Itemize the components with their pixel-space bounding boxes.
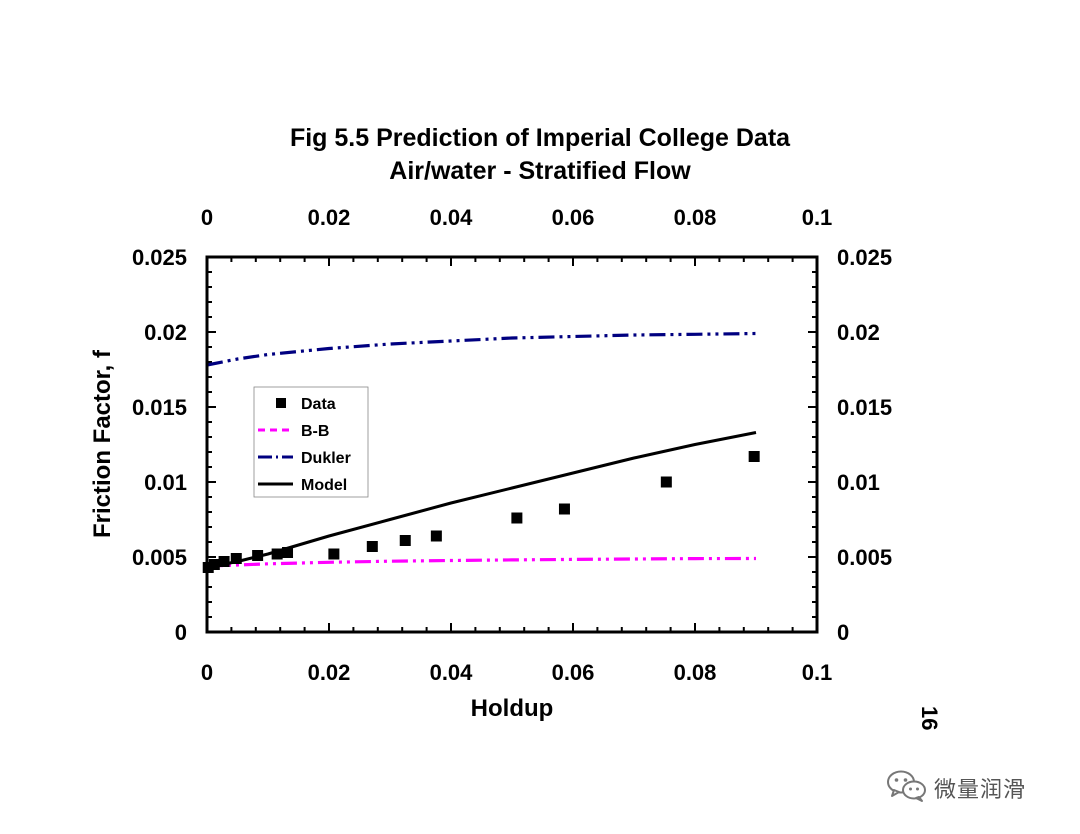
y-right-tick-label: 0.02 <box>837 320 880 345</box>
x-tick-label: 0.1 <box>802 660 833 685</box>
y-right-tick-label: 0.025 <box>837 245 892 270</box>
y-right-tick-label: 0.015 <box>837 395 892 420</box>
data-point <box>430 530 442 542</box>
x-top-tick-label: 0.08 <box>674 205 717 230</box>
legend-label-data: Data <box>301 396 336 413</box>
chart-title: Fig 5.5 Prediction of Imperial College D… <box>290 124 791 152</box>
data-point <box>328 548 340 560</box>
y-right-tick-label: 0 <box>837 620 849 645</box>
legend-label-b-b: B-B <box>301 423 329 440</box>
y-tick-label: 0.015 <box>132 395 187 420</box>
legend-marker-data <box>276 398 286 408</box>
data-point <box>282 547 294 558</box>
y-tick-label: 0.02 <box>144 320 187 345</box>
y-tick-label: 0 <box>175 620 187 645</box>
data-point <box>511 512 523 524</box>
y-right-tick-label: 0.01 <box>837 470 880 495</box>
plot-series <box>202 331 760 573</box>
data-point <box>399 535 411 546</box>
legend-box <box>253 386 369 498</box>
data-point <box>271 548 283 560</box>
watermark-text: 微量润滑 <box>934 778 1027 803</box>
series-line-dukler <box>206 331 757 367</box>
legend: Data B-B Dukler Model <box>253 386 369 498</box>
y-tick-label: 0.01 <box>144 470 187 495</box>
data-point <box>558 503 570 515</box>
y-right-tick-label: 0.005 <box>837 545 892 570</box>
x-axis-label: Holdup <box>471 695 554 722</box>
x-tick-label: 0.02 <box>308 660 351 685</box>
tick-labels: 000.020.020.040.040.060.060.080.080.10.1… <box>132 205 892 685</box>
legend-label-model: Model <box>301 477 347 494</box>
x-top-tick-label: 0.02 <box>308 205 351 230</box>
y-tick-label: 0.025 <box>132 245 187 270</box>
x-tick-label: 0.06 <box>552 660 595 685</box>
x-top-tick-label: 0.1 <box>802 205 833 230</box>
y-tick-label: 0.005 <box>132 545 187 570</box>
x-top-tick-label: 0.06 <box>552 205 595 230</box>
data-point <box>230 553 242 564</box>
data-point <box>208 559 220 570</box>
x-top-tick-label: 0 <box>201 205 213 230</box>
watermark: 微量润滑 <box>886 768 1026 808</box>
x-tick-label: 0.04 <box>430 660 474 685</box>
x-tick-label: 0 <box>201 660 213 685</box>
data-point <box>252 550 264 561</box>
chart-subtitle: Air/water - Stratified Flow <box>389 157 691 185</box>
legend-label-dukler: Dukler <box>301 450 351 467</box>
y-axis-label: Friction Factor, f <box>89 349 116 538</box>
x-top-tick-label: 0.04 <box>430 205 474 230</box>
series-line-b-b <box>206 556 757 568</box>
data-point <box>748 451 760 462</box>
x-tick-label: 0.08 <box>674 660 717 685</box>
data-point <box>660 476 672 488</box>
page-number: 16 <box>917 706 942 730</box>
data-point <box>366 541 378 552</box>
wechat-icon <box>886 769 928 808</box>
plot-frame <box>205 255 819 634</box>
data-point <box>218 556 230 567</box>
